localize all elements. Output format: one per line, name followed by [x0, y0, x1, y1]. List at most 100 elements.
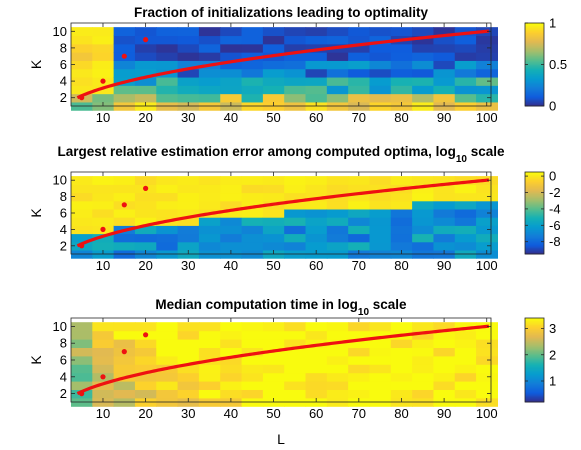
panel-1: Fraction of initializations leading to o…: [28, 5, 567, 125]
colorbar-segment: [525, 327, 544, 329]
heatmap-cell: [71, 217, 93, 226]
heatmap-cell: [412, 68, 435, 78]
heatmap-cell: [284, 93, 307, 103]
colorbar-segment: [525, 28, 544, 30]
heatmap-cell: [284, 208, 307, 218]
heatmap-cell: [177, 225, 200, 235]
heatmap-cell: [134, 381, 157, 390]
heatmap-cell: [92, 52, 115, 61]
heatmap-cell: [113, 241, 136, 251]
colorbar-segment: [525, 42, 544, 45]
heatmap-cell: [369, 355, 392, 365]
colorbar-segment: [525, 74, 544, 77]
colorbar-segment: [525, 94, 544, 97]
colorbar-segment: [525, 52, 544, 55]
x-tick-label: 10: [96, 406, 110, 421]
heatmap-cell: [113, 192, 136, 202]
heatmap-cell: [198, 241, 221, 251]
heatmap-cell: [177, 355, 200, 365]
highlight-point: [143, 332, 149, 338]
heatmap-cell: [284, 76, 307, 86]
heatmap-cell: [326, 381, 349, 390]
colorbar-segment: [525, 70, 544, 73]
heatmap-cell: [433, 372, 456, 382]
heatmap-cell: [156, 184, 179, 194]
heatmap-cell: [284, 364, 307, 374]
heatmap-cell: [262, 176, 285, 185]
heatmap-cell: [412, 339, 435, 348]
heatmap-cell: [326, 225, 349, 235]
heatmap-cell: [113, 176, 136, 185]
colorbar-segment: [525, 73, 544, 76]
heatmap-cell: [476, 52, 498, 61]
y-tick-label: 10: [53, 173, 67, 188]
colorbar-segment: [525, 86, 544, 89]
heatmap-cell: [305, 176, 328, 185]
heatmap-cell: [476, 85, 498, 95]
colorbar-segment: [525, 191, 544, 193]
heatmap-cell: [369, 93, 392, 103]
heatmap-cell: [220, 225, 243, 235]
heatmap-cell: [412, 208, 435, 218]
heatmap-cell: [305, 208, 328, 218]
colorbar-segment: [525, 48, 544, 51]
heatmap-cell: [369, 184, 392, 194]
heatmap-cell: [71, 233, 93, 243]
heatmap-cell: [198, 217, 221, 226]
colorbar-segment: [525, 237, 544, 240]
colorbar-segment: [525, 366, 544, 369]
heatmap-cell: [113, 35, 136, 45]
heatmap-cell: [220, 322, 243, 332]
heatmap-cell: [284, 225, 307, 235]
heatmap-cell: [348, 85, 371, 95]
colorbar-segment: [525, 392, 544, 395]
heatmap-cell: [113, 355, 136, 365]
colorbar-segment: [525, 89, 544, 91]
heatmap-cell: [433, 76, 456, 86]
heatmap-cell: [241, 372, 264, 382]
heatmap-cell: [305, 43, 328, 53]
heatmap-cell: [348, 27, 371, 37]
heatmap-cell: [412, 347, 435, 357]
heatmap-cell: [454, 93, 477, 103]
heatmap-cell: [390, 241, 413, 251]
heatmap-cell: [220, 85, 243, 95]
heatmap-cell: [220, 43, 243, 53]
heatmap-cell: [433, 43, 456, 53]
heatmap-cell: [156, 93, 179, 103]
x-tick-label: 70: [352, 110, 366, 125]
colorbar-segment: [525, 220, 544, 223]
x-tick-label: 90: [437, 110, 451, 125]
heatmap-cell: [198, 68, 221, 78]
heatmap-cell: [241, 60, 264, 70]
colorbar-segment: [525, 371, 544, 374]
heatmap-cell: [177, 233, 200, 243]
heatmap-cell: [92, 339, 115, 348]
heatmap-cell: [241, 27, 264, 37]
heatmap-cell: [198, 381, 221, 390]
colorbar-tick-label: 2: [549, 347, 556, 362]
heatmap-cell: [326, 208, 349, 218]
heatmap-cell: [348, 176, 371, 185]
heatmap-cell: [348, 68, 371, 78]
x-tick-label: 80: [394, 258, 408, 273]
heatmap-cell: [369, 339, 392, 348]
heatmap-cell: [454, 225, 477, 235]
x-tick-label: 30: [181, 258, 195, 273]
heatmap-cell: [390, 322, 413, 332]
heatmap-cell: [284, 381, 307, 390]
heatmap-cell: [262, 355, 285, 365]
heatmap-cell: [326, 322, 349, 332]
colorbar-segment: [525, 374, 544, 377]
x-tick-label: 50: [266, 258, 280, 273]
colorbar: 3 2 1: [524, 317, 556, 403]
overlay-curve: [76, 178, 490, 248]
colorbar-segment: [525, 336, 544, 339]
heatmap-cell: [241, 208, 264, 218]
heatmap-cell: [220, 27, 243, 37]
colorbar-segment: [525, 233, 544, 236]
heatmap-cell: [305, 389, 328, 399]
y-tick-label: 2: [60, 386, 67, 401]
colorbar-segment: [525, 246, 544, 249]
heatmap-cell: [156, 241, 179, 251]
